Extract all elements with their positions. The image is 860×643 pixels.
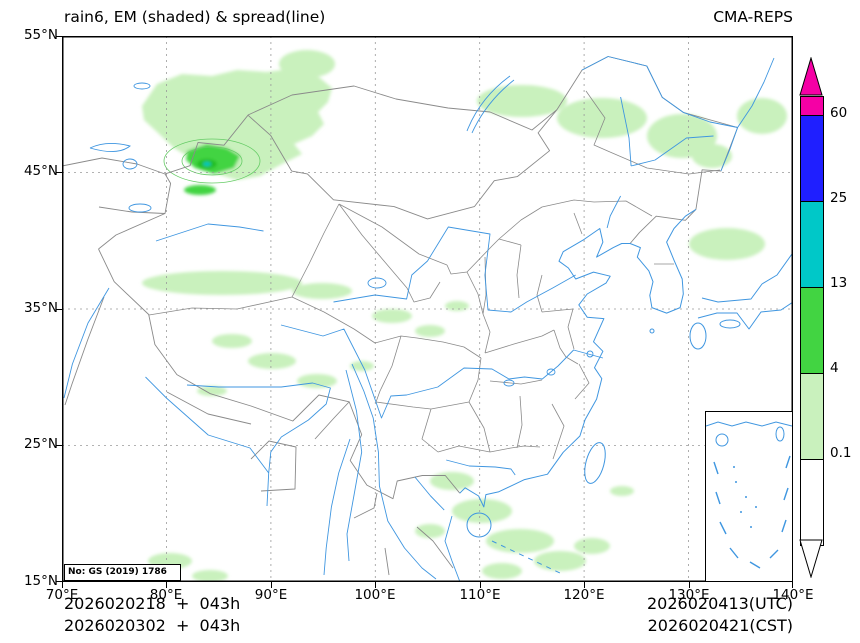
map-svg [62, 36, 793, 582]
page-title: rain6, EM (shaded) & spread(line) [64, 8, 326, 26]
colorbar-tick-label: 0.1 [830, 445, 852, 461]
colorbar-segment-4-13 [801, 287, 823, 373]
model-name: CMA-REPS [713, 8, 793, 26]
axis-tick [56, 36, 62, 37]
rivers [63, 56, 775, 582]
lakes [89, 82, 594, 387]
colorbar-segment-01-4 [801, 373, 823, 459]
axis-tick [56, 581, 62, 582]
map-frame [62, 36, 793, 582]
axis-tick [62, 582, 63, 588]
colorbar-tick-label: 4 [830, 360, 839, 376]
license-box: No: GS (2019) 1786 [64, 564, 181, 581]
x-axis-label: 70°E [45, 587, 79, 603]
x-axis-label: 90°E [254, 587, 288, 603]
colorbar-segment-over60 [801, 97, 823, 115]
axis-tick [56, 309, 62, 310]
y-axis-label: 45°N [23, 163, 58, 179]
colorbar-arrow-over [799, 57, 823, 96]
inset-map-svg [705, 421, 793, 569]
colorbar-tick-label: 25 [830, 190, 848, 206]
province-borders [148, 90, 721, 460]
x-axis-label: 130°E [668, 587, 710, 603]
axis-tick [166, 582, 167, 588]
valid-time-cst: 2026020421(CST) [647, 616, 793, 635]
colorbar-body [800, 96, 824, 546]
x-axis-label: 100°E [354, 587, 396, 603]
spread-contours [163, 138, 261, 184]
y-axis-label: 55°N [23, 27, 58, 43]
colorbar-segment-under01 [801, 459, 823, 545]
colorbar-tick-label: 13 [830, 275, 848, 291]
country-borders [62, 56, 739, 576]
axis-tick [584, 582, 585, 588]
x-axis-label: 140°E [772, 587, 814, 603]
init-time-cst: 2026020302 + 043h [64, 616, 241, 635]
y-axis-label: 35°N [23, 300, 58, 316]
colorbar-segment-13-25 [801, 201, 823, 287]
axis-tick [271, 582, 272, 588]
x-axis-label: 120°E [563, 587, 605, 603]
init-time-utc: 2026020218 + 043h [64, 594, 241, 613]
colorbar-tick-label: 60 [830, 105, 848, 121]
axis-tick [56, 172, 62, 173]
inset-islands [733, 466, 757, 528]
x-axis-label: 110°E [459, 587, 501, 603]
y-axis-label: 25°N [23, 436, 58, 452]
axis-tick [375, 582, 376, 588]
axis-tick [56, 445, 62, 446]
y-axis-label: 15°N [23, 573, 58, 589]
valid-time-utc: 2026020413(UTC) [647, 594, 793, 613]
colorbar-segment-25-60 [801, 115, 823, 201]
colorbar-arrow-under [799, 539, 823, 578]
plot-area: No: GS (2019) 1786 [62, 36, 793, 582]
axis-tick [792, 582, 793, 588]
coastlines [459, 208, 793, 575]
x-axis-label: 80°E [149, 587, 183, 603]
axis-tick [480, 582, 481, 588]
south-china-sea-inset [705, 411, 793, 582]
precipitation-shading [142, 50, 787, 582]
axis-tick [689, 582, 690, 588]
